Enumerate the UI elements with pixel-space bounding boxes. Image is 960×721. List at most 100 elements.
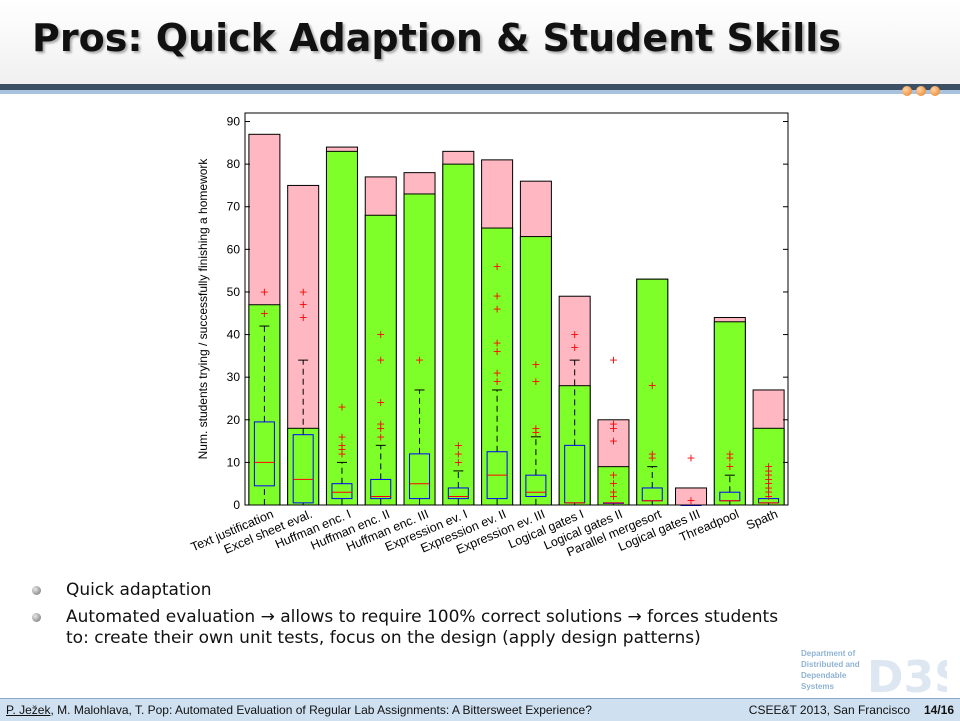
boxplot-outlier: +	[492, 366, 501, 379]
boxplot-outlier: +	[531, 375, 540, 388]
title-rule-light	[0, 90, 960, 94]
y-axis-label: Num. students trying / successfully fini…	[196, 158, 210, 460]
footer-author-link[interactable]: P. Ježek	[6, 703, 51, 717]
boxplot-box	[292, 434, 314, 504]
boxplot-outlier: +	[260, 285, 269, 298]
boxplot-outlier: +	[260, 307, 269, 320]
boxplot-outlier: +	[531, 422, 540, 435]
boxplot-outlier: +	[492, 303, 501, 316]
bullet-icon	[32, 586, 41, 595]
boxplot-box	[370, 478, 392, 500]
boxplot-outlier: +	[492, 260, 501, 273]
d3s-logo: Department of Distributed and Dependable…	[801, 649, 947, 700]
logo-line: Distributed and	[801, 660, 860, 669]
boxplot-outlier: +	[415, 354, 424, 367]
bar-finishing	[752, 427, 785, 506]
boxplot-outlier: +	[337, 439, 346, 452]
boxplot-outlier: +	[454, 447, 463, 460]
boxplot-outlier: +	[299, 298, 308, 311]
boxplot-outlier: +	[609, 422, 618, 435]
dot-icon	[902, 86, 912, 96]
boxplot-outlier: +	[609, 486, 618, 499]
boxplot-outlier: +	[376, 328, 385, 341]
boxplot-outlier: +	[492, 375, 501, 388]
logo-line: Systems	[801, 682, 834, 691]
boxplot-outlier: +	[376, 418, 385, 431]
bullet-icon	[32, 613, 41, 622]
boxplot-outlier: +	[764, 481, 773, 494]
boxplot-outlier: +	[531, 426, 540, 439]
boxplot-outlier: +	[609, 469, 618, 482]
boxplot-outlier: +	[764, 473, 773, 486]
boxplot-outlier: +	[492, 337, 501, 350]
boxplot-box	[331, 483, 353, 500]
chart: ++++++++++++++++++++++++++++++++++++++++…	[189, 112, 789, 559]
slide-title: Pros: Quick Adaption & Student Skills	[32, 16, 841, 60]
plot-frame	[244, 112, 789, 506]
boxplot-outlier: +	[337, 430, 346, 443]
boxplot-box	[525, 474, 547, 497]
boxplot-outlier: +	[454, 456, 463, 469]
bar-finishing	[248, 304, 281, 506]
bar-finishing	[325, 150, 358, 506]
boxplot-outlier: +	[725, 460, 734, 473]
logo-mark: D3S	[867, 652, 947, 700]
bar-finishing	[287, 427, 320, 506]
boxplot-outlier: +	[492, 345, 501, 358]
bar-finishing	[442, 163, 475, 506]
logo-line: Dependable	[801, 671, 847, 680]
boxplot-outlier: +	[454, 439, 463, 452]
footer-venue: CSEE&T 2013, San Francisco	[748, 703, 910, 717]
boxplot-box	[409, 453, 431, 500]
y-tick-label: 50	[227, 285, 241, 299]
footer-citation: P. Ježek, M. Malohlava, T. Pop: Automate…	[6, 703, 592, 717]
boxplot-outlier: +	[609, 490, 618, 503]
bar-finishing	[403, 193, 436, 506]
boxplot-outlier: +	[764, 464, 773, 477]
boxplot-outlier: +	[337, 443, 346, 456]
dot-icon	[916, 86, 926, 96]
boxplot-outlier: +	[609, 354, 618, 367]
boxplot-outlier: +	[299, 285, 308, 298]
y-tick-label: 40	[227, 328, 241, 342]
boxplot-outlier: +	[764, 490, 773, 503]
boxplot-outlier: +	[531, 358, 540, 371]
bullet-text: Automated evaluation → allows to require…	[66, 607, 779, 648]
boxplot-outlier: +	[570, 328, 579, 341]
boxplot-outlier: +	[764, 469, 773, 482]
title-rule-dark	[0, 84, 960, 90]
title-bar: Pros: Quick Adaption & Student Skills	[0, 0, 960, 84]
boxplot-outlier: +	[492, 290, 501, 303]
boxplot-outlier: +	[686, 494, 695, 507]
boxplot-outlier: +	[299, 311, 308, 324]
boxplot-outlier: +	[725, 447, 734, 460]
decorative-dots	[902, 86, 940, 96]
boxplot-outlier: +	[376, 396, 385, 409]
boxplot-outlier: +	[686, 452, 695, 465]
boxplot-outlier: +	[648, 452, 657, 465]
boxplot-outlier: +	[376, 354, 385, 367]
boxplot-outlier: +	[609, 477, 618, 490]
boxplot-outlier: +	[764, 460, 773, 473]
x-tick-label: Spath	[744, 507, 780, 533]
y-tick-label: 90	[227, 115, 241, 129]
boxplot-box	[253, 421, 275, 487]
y-tick-label: 10	[227, 455, 241, 469]
boxplot-outlier: +	[376, 422, 385, 435]
bullet-list: Quick adaptation Automated evaluation → …	[28, 580, 788, 655]
footer-citation-rest: , M. Malohlava, T. Pop: Automated Evalua…	[50, 703, 592, 717]
y-tick-label: 0	[233, 498, 240, 512]
y-tick-label: 70	[227, 200, 241, 214]
bullet-text: Quick adaptation	[66, 580, 212, 600]
y-tick-label: 30	[227, 370, 241, 384]
boxplot-outlier: +	[570, 341, 579, 354]
boxplot-outlier: +	[725, 452, 734, 465]
boxplot-outlier: +	[337, 447, 346, 460]
y-tick-label: 60	[227, 242, 241, 256]
bullet-item: Quick adaptation	[28, 580, 788, 601]
bullet-item: Automated evaluation → allows to require…	[28, 607, 788, 649]
boxplot-outlier: +	[648, 379, 657, 392]
boxplot-outlier: +	[337, 401, 346, 414]
footer: P. Ježek, M. Malohlava, T. Pop: Automate…	[0, 698, 960, 721]
boxplot-outlier: +	[609, 418, 618, 431]
